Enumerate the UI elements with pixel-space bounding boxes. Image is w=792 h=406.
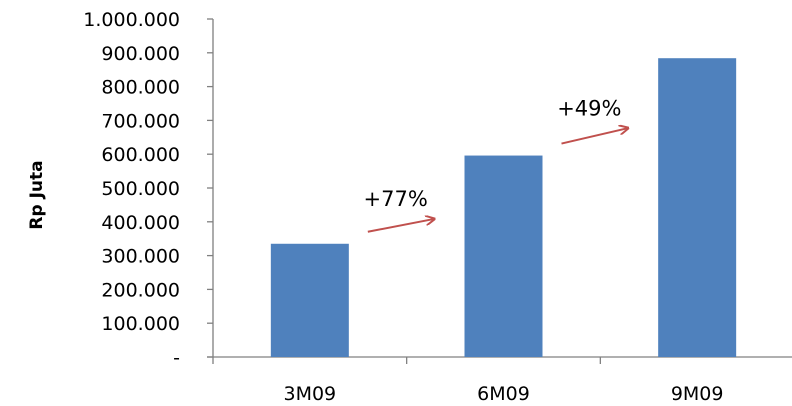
bar-9M09 (658, 58, 737, 357)
bar-6M09 (464, 155, 543, 357)
y-tick-label: - (173, 347, 180, 369)
x-tick-label: 3M09 (283, 383, 336, 405)
bars-layer (270, 58, 737, 357)
y-tick-label: 900.000 (101, 43, 180, 65)
annotations-layer: +77% +49% (364, 96, 628, 233)
growth-arrow (367, 219, 434, 233)
y-tick-label: 300.000 (101, 246, 180, 268)
ticks-layer: - 100.000 200.000 300.000 400.000 500.000 600.… (83, 9, 724, 405)
y-tick-label: 1.000.000 (83, 9, 180, 31)
y-tick-label: 800.000 (101, 77, 180, 99)
x-tick-label: 9M09 (671, 383, 724, 405)
growth-label: +49% (557, 96, 621, 120)
y-axis-title: Rp Juta (27, 160, 47, 229)
y-tick-label: 500.000 (101, 178, 180, 200)
y-tick-label: 700.000 (101, 110, 180, 132)
y-tick-label: 100.000 (101, 313, 180, 335)
y-tick-label: 600.000 (101, 144, 180, 166)
growth-label: +77% (364, 187, 428, 211)
growth-arrow (561, 128, 628, 145)
y-tick-label: 200.000 (101, 279, 180, 301)
bar-3M09 (270, 243, 349, 357)
y-tick-label: 400.000 (101, 212, 180, 234)
x-tick-label: 6M09 (477, 383, 530, 405)
